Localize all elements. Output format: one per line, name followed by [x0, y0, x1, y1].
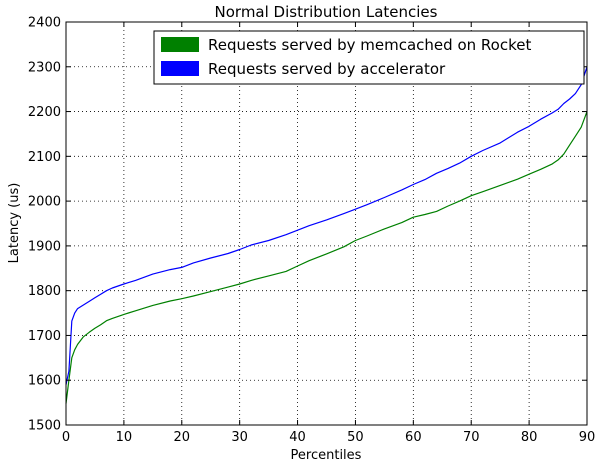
chart-title: Normal Distribution Latencies — [215, 3, 438, 21]
y-tick-label: 2200 — [28, 105, 61, 120]
x-tick-label: 0 — [62, 430, 70, 445]
ticks: 0 10 20 30 40 50 60 70 80 90 1500 1600 1700 1800 1900 2… — [28, 16, 595, 446]
plot-frame — [65, 21, 588, 426]
x-tick-label: 40 — [289, 430, 306, 445]
legend-swatch-accelerator — [161, 61, 199, 76]
y-tick-label: 2100 — [28, 150, 61, 165]
x-tick-label: 60 — [405, 430, 422, 445]
y-tick-label: 2400 — [28, 16, 61, 31]
y-tick-label: 1500 — [28, 419, 61, 434]
legend-swatch-memcached — [161, 37, 199, 52]
x-tick-label: 90 — [579, 430, 596, 445]
y-tick-label: 1900 — [28, 239, 61, 254]
x-tick-label: 20 — [174, 430, 191, 445]
series-line-accelerator — [65, 66, 588, 385]
y-tick-label: 2300 — [28, 60, 61, 75]
series-layer — [65, 66, 588, 404]
x-tick-label: 70 — [463, 430, 480, 445]
x-axis-label: Percentiles — [291, 448, 362, 463]
x-tick-label: 10 — [116, 430, 133, 445]
series-line-memcached — [65, 111, 588, 404]
x-tick-label: 80 — [521, 430, 538, 445]
legend-box — [153, 30, 585, 85]
x-tick-label: 30 — [231, 430, 248, 445]
y-axis-label: Latency (us) — [7, 183, 22, 264]
y-tick-label: 1700 — [28, 329, 61, 344]
y-tick-label: 2000 — [28, 195, 61, 210]
y-tick-label: 1800 — [28, 284, 61, 299]
x-tick-label: 50 — [347, 430, 364, 445]
y-tick-label: 1600 — [28, 374, 61, 389]
legend-label-memcached: Requests served by memcached on Rocket — [208, 36, 531, 54]
legend: Requests served by memcached on Rocket R… — [153, 30, 585, 85]
legend-label-accelerator: Requests served by accelerator — [208, 60, 446, 78]
